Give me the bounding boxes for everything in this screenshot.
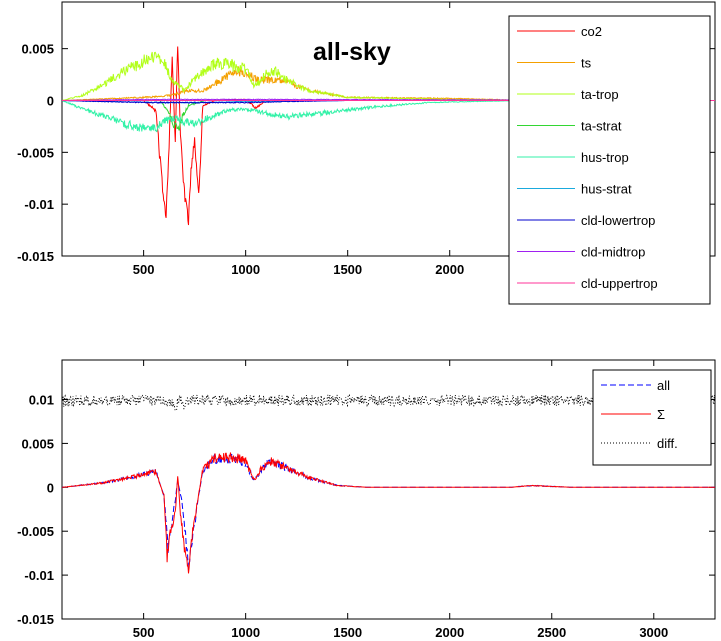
y-tick-label: 0.01 [29, 393, 54, 408]
x-tick-label: 1500 [333, 262, 362, 277]
y-tick-label: -0.01 [24, 568, 54, 583]
x-tick-label: 2500 [537, 625, 566, 640]
x-tick-label: 500 [133, 625, 155, 640]
series-line-- [62, 452, 715, 574]
legend-label: hus-strat [581, 182, 632, 197]
y-tick-label: 0 [47, 93, 54, 108]
x-tick-label: 1000 [231, 625, 260, 640]
chart-all-sky: 500 1000 1500 2000 -0.015 -0.01 -0.005 0 0.005 al… [17, 1, 716, 305]
y-tick-label: 0 [47, 480, 54, 495]
x-tick-label: 3000 [639, 625, 668, 640]
y-tick-label: -0.01 [24, 197, 54, 212]
legend-label: Σ [657, 407, 665, 422]
y-tick-label: 0.005 [21, 436, 54, 451]
y-tick-label: -0.015 [17, 612, 54, 627]
legend-label: cld-midtrop [581, 245, 645, 260]
annotation-label: all-sky [313, 38, 391, 66]
legend-label: cld-lowertrop [581, 213, 655, 228]
legend-label: all [657, 378, 670, 393]
x-tick-label: 2000 [435, 262, 464, 277]
legend-label: co2 [581, 24, 602, 39]
y-tick-label: 0.005 [21, 42, 54, 57]
legend-label: cld-uppertrop [581, 276, 658, 291]
x-tick-label: 1000 [231, 262, 260, 277]
x-tick-label: 1500 [333, 625, 362, 640]
x-tick-label: 2000 [435, 625, 464, 640]
legend-label: ta-trop [581, 87, 619, 102]
chart-sum-comparison: 500 1000 1500 2000 2500 3000 -0.015 -0.01 -0.005… [17, 359, 716, 640]
x-tick-label: 500 [133, 262, 155, 277]
legend-label: hus-trop [581, 150, 629, 165]
legend-label: diff. [657, 436, 678, 451]
legend-label: ts [581, 56, 592, 71]
y-tick-label: -0.005 [17, 145, 54, 160]
y-tick-label: -0.005 [17, 524, 54, 539]
y-tick-label: -0.015 [17, 249, 54, 264]
legend-box [508, 15, 711, 305]
legend-label: ta-strat [581, 119, 622, 134]
legend-box [592, 369, 712, 466]
